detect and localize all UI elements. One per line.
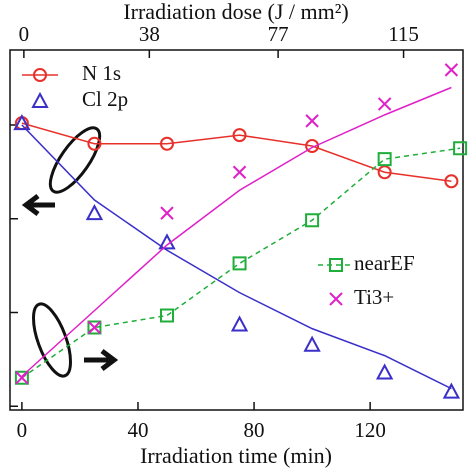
marker-x [305,114,319,128]
marker-x [232,165,247,179]
marker-square [159,308,174,323]
marker-x [87,320,102,335]
x-tick-label: 120 [354,418,386,442]
top-axis-label: Irradiation dose (J / mm²) [123,0,348,24]
plot-frame [9,49,464,411]
marker-triangle [13,114,31,131]
x-tick-label: 40 [127,418,148,442]
marker-triangle [442,382,461,399]
marker-square [377,152,392,167]
marker-x [377,97,392,111]
marker-circle [444,174,459,189]
marker-triangle [375,363,394,380]
legend-marker [329,258,343,272]
series-line [21,122,452,182]
marker-x [444,63,459,77]
legend-label: Ti3+ [354,285,394,309]
fit-curve [21,124,452,390]
legend-marker [31,91,49,108]
top-tick-label: 0 [19,22,30,46]
legend-marker [329,292,343,306]
legend-label: N 1s [82,61,121,85]
marker-triangle [230,315,249,332]
marker-square [14,370,29,385]
top-tick-label: 115 [388,22,419,46]
x-axis-label: Irradiation time (min) [140,443,332,468]
legend-label: Cl 2p [82,87,128,111]
legend-marker [33,68,47,82]
fit-curve [21,86,452,377]
arrow-left [21,194,55,216]
x-tick-label: 80 [244,418,265,442]
legend-label: nearEF [354,251,415,275]
marker-square [453,141,468,156]
marker-x [160,206,174,220]
x-tick-label: 0 [17,418,28,442]
marker-circle [305,139,320,153]
marker-triangle [85,204,104,221]
marker-square [232,256,247,271]
top-tick-label: 77 [268,22,289,46]
marker-triangle [303,335,321,352]
marker-square [305,213,320,228]
annotation-ellipses [32,126,102,378]
arrow-right [84,349,119,371]
marker-x [15,371,29,385]
marker-circle [232,128,247,143]
marker-circle [87,136,102,151]
ellipse [32,302,72,378]
top-tick-label: 38 [139,22,160,46]
ellipse [48,126,102,194]
marker-circle [377,165,392,180]
marker-circle [159,136,174,151]
marker-square [87,320,102,335]
